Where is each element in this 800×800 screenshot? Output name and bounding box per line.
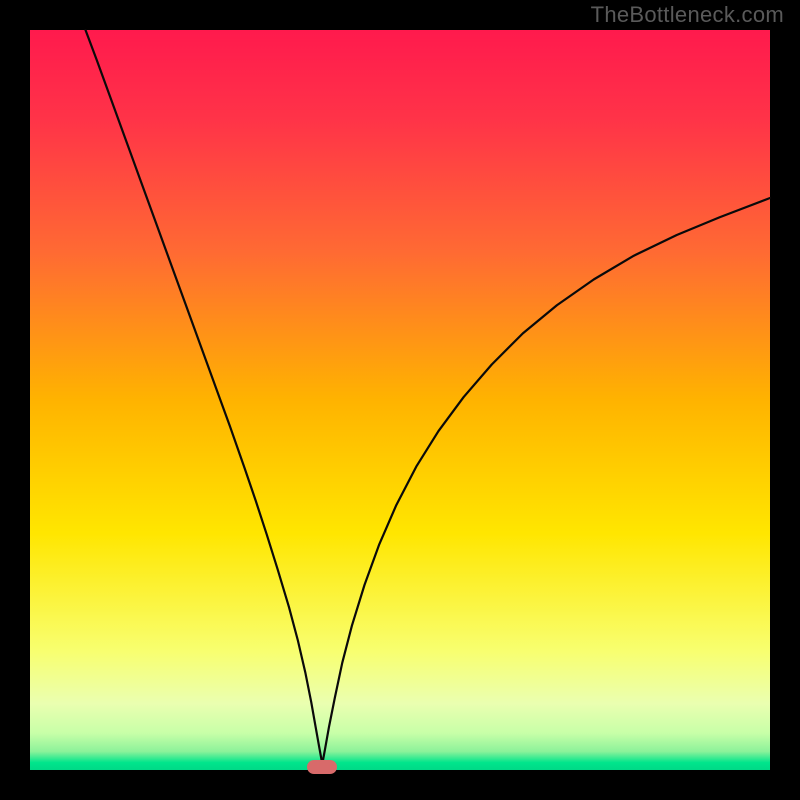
curve-path xyxy=(86,30,771,764)
plot-area xyxy=(30,30,770,770)
optimum-marker xyxy=(307,760,337,774)
bottleneck-curve xyxy=(30,30,770,770)
watermark-text: TheBottleneck.com xyxy=(591,2,784,28)
